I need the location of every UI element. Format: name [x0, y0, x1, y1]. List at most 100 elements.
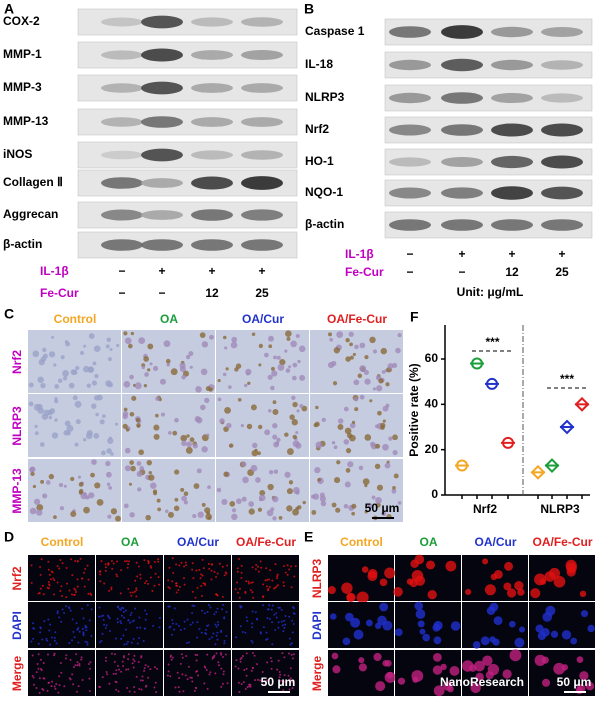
cell: [283, 626, 286, 629]
cell: [271, 643, 274, 646]
cell: [284, 432, 289, 437]
cell: [335, 507, 341, 513]
cell: [395, 347, 401, 354]
cell: [579, 671, 589, 681]
cell: [364, 434, 372, 441]
cell: [144, 582, 147, 585]
cell: [276, 668, 279, 671]
cell: [266, 661, 269, 664]
cell: [284, 349, 288, 353]
cell: [140, 688, 143, 691]
micrograph: [28, 602, 95, 648]
cell: [96, 394, 103, 401]
cell: [71, 593, 74, 596]
blot-band: [241, 17, 283, 27]
blot-band: [541, 123, 583, 137]
cell: [281, 624, 284, 627]
cell: [185, 641, 188, 644]
cell: [274, 586, 277, 589]
cell: [204, 632, 207, 635]
cell: [86, 383, 91, 388]
cell: [42, 347, 47, 353]
cell: [49, 643, 52, 646]
row-label: Aggrecan: [3, 207, 58, 221]
cell: [129, 460, 135, 465]
cell: [104, 659, 107, 662]
cell: [295, 442, 302, 449]
cell: [397, 677, 406, 685]
cell: [167, 663, 170, 666]
cell: [285, 330, 292, 337]
cell: [311, 510, 317, 515]
cell: [90, 593, 93, 596]
cell: [195, 386, 202, 393]
cell: [126, 640, 129, 643]
cell: [334, 477, 341, 484]
cell: [272, 400, 277, 405]
blot-band: [191, 176, 233, 190]
cell: [83, 344, 87, 348]
cell: [49, 623, 52, 626]
cell: [346, 593, 355, 602]
cell: [59, 661, 62, 664]
cell: [291, 687, 294, 690]
cell: [86, 604, 89, 607]
cell: [147, 676, 150, 679]
cell: [69, 678, 72, 681]
cell: [135, 595, 138, 598]
cell: [472, 641, 481, 649]
cell: [153, 424, 160, 431]
cell: [182, 577, 185, 580]
cell: [271, 370, 278, 377]
cell: [206, 611, 209, 614]
micrograph: [232, 602, 299, 648]
cell: [122, 423, 128, 429]
cell: [279, 679, 282, 682]
cell: [65, 567, 68, 570]
cell: [544, 571, 556, 582]
cell: [143, 667, 146, 670]
cell: [147, 562, 150, 565]
cell: [291, 395, 296, 400]
cell: [213, 613, 216, 616]
cell: [84, 640, 87, 643]
cell: [129, 614, 132, 617]
cell: [379, 578, 388, 587]
cell: [36, 504, 44, 511]
cell: [72, 395, 78, 401]
cell: [212, 656, 215, 659]
cell: [41, 584, 44, 587]
cell: [88, 690, 91, 693]
cell: [380, 347, 387, 355]
cell: [122, 414, 128, 420]
cell: [53, 639, 56, 642]
cell: [108, 436, 112, 440]
cell: [251, 610, 254, 613]
row-label: Nrf2: [305, 122, 329, 136]
cell: [28, 401, 34, 407]
cell: [292, 434, 297, 440]
cell: [278, 670, 281, 673]
cell: [30, 581, 33, 584]
cell: [286, 505, 293, 512]
blot-band: [441, 25, 483, 39]
cell: [259, 497, 263, 502]
cell: [30, 564, 33, 567]
cell: [382, 660, 389, 667]
cell: [315, 441, 323, 449]
blot-band: [389, 219, 431, 231]
cell: [236, 591, 239, 594]
cell: [77, 627, 80, 630]
condition-label: Fe-Cur: [40, 286, 79, 300]
cell: [376, 385, 383, 392]
cell: [196, 654, 199, 657]
cell: [129, 411, 135, 417]
cell: [295, 430, 299, 435]
cell: [561, 630, 572, 640]
cell: [191, 621, 194, 624]
cell: [91, 380, 98, 386]
cell: [134, 607, 137, 610]
cell: [37, 403, 43, 410]
cell: [39, 565, 42, 568]
cell: [291, 631, 294, 634]
